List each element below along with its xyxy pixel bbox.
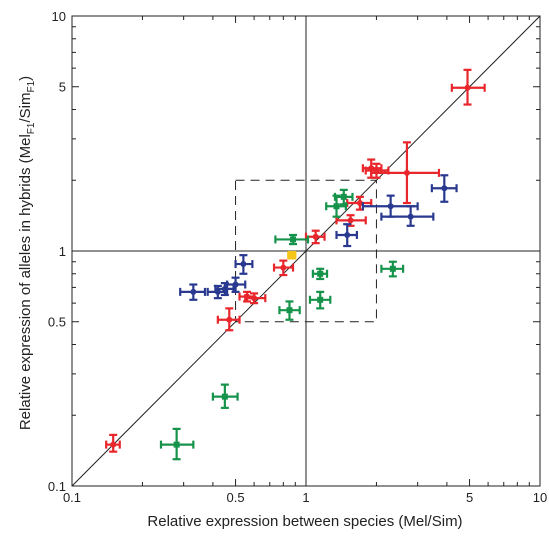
point-marker: [240, 261, 247, 268]
point-marker: [344, 231, 351, 238]
data-point: [159, 427, 195, 461]
data-point: [380, 260, 405, 278]
y-tick-label: 10: [52, 9, 66, 24]
point-marker: [347, 217, 354, 224]
point-marker: [403, 169, 410, 176]
data-point: [450, 68, 486, 106]
x-tick-label: 1: [302, 490, 309, 505]
y-tick-label: 0.1: [48, 479, 66, 494]
point-marker: [312, 233, 319, 240]
y-axis-label-end: ): [17, 76, 34, 81]
point-marker: [190, 288, 197, 295]
point-marker: [317, 296, 324, 303]
y-axis-label-sub1: F1: [26, 122, 37, 134]
data-point: [272, 259, 295, 277]
dashed-box: [235, 179, 377, 323]
data-point: [346, 195, 373, 211]
point-marker: [286, 307, 293, 314]
point-marker: [340, 193, 347, 200]
x-tick-label: 10: [533, 490, 547, 505]
point-marker: [464, 84, 471, 91]
y-axis-label-sub2: F1: [26, 80, 37, 92]
data-point: [211, 383, 239, 409]
data-point: [308, 290, 332, 310]
point-marker: [288, 252, 295, 259]
x-tick-label: 0.5: [227, 490, 245, 505]
point-marker: [221, 393, 228, 400]
data-point: [370, 141, 441, 205]
data-point: [216, 307, 241, 332]
data-point: [430, 174, 458, 203]
point-marker: [356, 200, 363, 207]
axes: 0.1 0.5 1 5 10 0.1 0.5 1 5 10: [48, 9, 547, 505]
y-axis-label: Relative expression of alleles in hybrid…: [17, 76, 37, 430]
data-point: [287, 250, 297, 260]
point-marker: [232, 281, 239, 288]
x-tick-label: 5: [466, 490, 473, 505]
reference-lines: [71, 15, 541, 487]
data-point: [105, 433, 121, 453]
data-point: [234, 254, 254, 275]
point-marker: [407, 213, 414, 220]
data-point: [311, 267, 329, 281]
point-marker: [333, 203, 340, 210]
data-point: [179, 283, 207, 301]
point-marker: [280, 264, 287, 271]
data-point: [364, 162, 390, 179]
data-point: [225, 276, 247, 293]
data-point: [278, 300, 301, 321]
y-axis-label-mid: /Sim: [17, 93, 34, 123]
point-marker: [389, 265, 396, 272]
data-points: [105, 68, 486, 461]
data-point: [333, 188, 354, 206]
y-axis-label-main: Relative expression of alleles in hybrid…: [17, 134, 34, 430]
data-point: [274, 233, 310, 246]
point-marker: [226, 316, 233, 323]
data-point: [335, 223, 358, 248]
data-point: [244, 292, 267, 305]
point-marker: [441, 185, 448, 192]
data-point: [214, 282, 235, 297]
x-tick-label: 0.1: [63, 490, 81, 505]
point-marker: [387, 203, 394, 210]
x-axis-label: Relative expression between species (Mel…: [147, 513, 462, 530]
y-tick-label: 5: [59, 80, 66, 95]
point-marker: [110, 441, 117, 448]
point-marker: [251, 295, 258, 302]
point-marker: [290, 236, 297, 243]
y-tick-label: 0.5: [48, 315, 66, 330]
point-marker: [173, 441, 180, 448]
y-tick-label: 1: [59, 244, 66, 259]
data-point: [380, 205, 435, 227]
point-marker: [317, 270, 324, 277]
